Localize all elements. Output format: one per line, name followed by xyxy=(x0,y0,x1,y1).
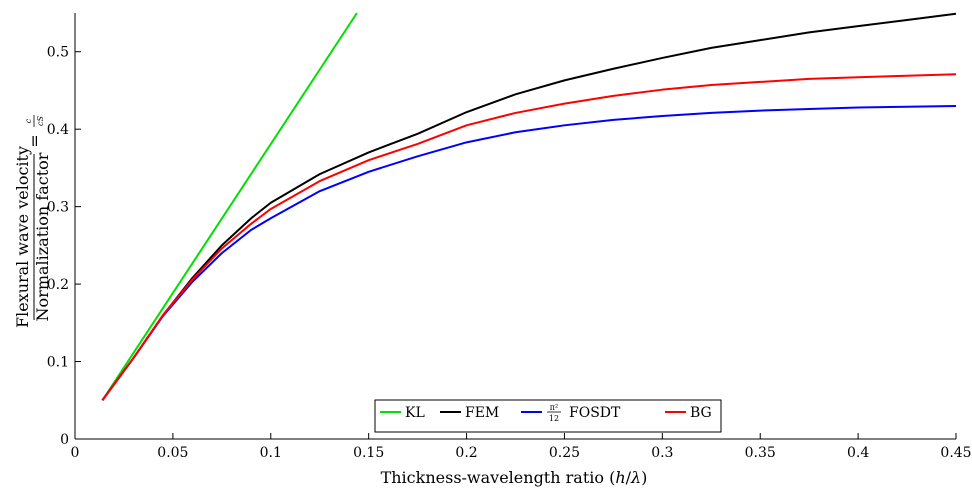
x-tick-label: 0 xyxy=(71,445,80,461)
plot-area: 0 0.05 0.1 0.15 0.2 0.25 0.3 0.35 0.4 0.45 0 0.1 0.2… xyxy=(47,12,972,461)
series-line-bg xyxy=(101,73,956,401)
x-tick-label: 0.05 xyxy=(157,445,188,461)
x-tick-label: 0.3 xyxy=(651,445,673,461)
legend-label-fem: FEM xyxy=(465,405,499,421)
x-tick-label: 0.45 xyxy=(940,445,971,461)
y-axis-label-denominator: Normalization factor xyxy=(33,152,52,321)
legend: KL FEM π² 12 FOSDT BG xyxy=(374,399,722,433)
y-axis-label-equals: = xyxy=(25,134,44,147)
y-tick-label: 0.3 xyxy=(47,200,69,216)
x-tick-label: 0.2 xyxy=(455,445,477,461)
y-axis-label: Flexural wave velocity Normalization fac… xyxy=(13,115,52,328)
legend-box xyxy=(374,399,722,433)
legend-label-fosdt: FOSDT xyxy=(569,405,621,421)
y-axis-label-ratio-denominator: cS xyxy=(36,116,45,126)
series-line-kl xyxy=(101,12,358,401)
x-axis-label: Thickness-wavelength ratio (h/λ) xyxy=(381,468,648,487)
plot-background xyxy=(75,13,956,439)
y-tick-label: 0.2 xyxy=(47,277,69,293)
series-line-fem xyxy=(101,12,956,401)
y-axis-label-numerator: Flexural wave velocity xyxy=(13,146,32,328)
y-axis-label-ratio-numerator: c xyxy=(24,118,33,123)
x-tick-label: 0.15 xyxy=(353,445,384,461)
x-tick-label: 0.25 xyxy=(549,445,580,461)
series-layer xyxy=(101,12,956,401)
legend-label-fosdt-coef-den: 12 xyxy=(549,414,559,423)
axes-layer: 0 0.05 0.1 0.15 0.2 0.25 0.3 0.35 0.4 0.45 0 0.1 0.2… xyxy=(47,13,972,461)
series-line-fosdt xyxy=(101,104,956,401)
x-tick-label: 0.35 xyxy=(745,445,776,461)
y-tick-label: 0 xyxy=(60,432,69,448)
y-tick-label: 0.5 xyxy=(47,45,69,61)
legend-label-fosdt-coef-num: π² xyxy=(550,403,558,412)
legend-label-bg: BG xyxy=(690,405,712,421)
y-tick-label: 0.1 xyxy=(47,355,69,371)
y-tick-label: 0.4 xyxy=(47,122,69,138)
x-tick-label: 0.1 xyxy=(260,445,282,461)
x-tick-label: 0.4 xyxy=(847,445,869,461)
legend-label-kl: KL xyxy=(405,405,425,421)
